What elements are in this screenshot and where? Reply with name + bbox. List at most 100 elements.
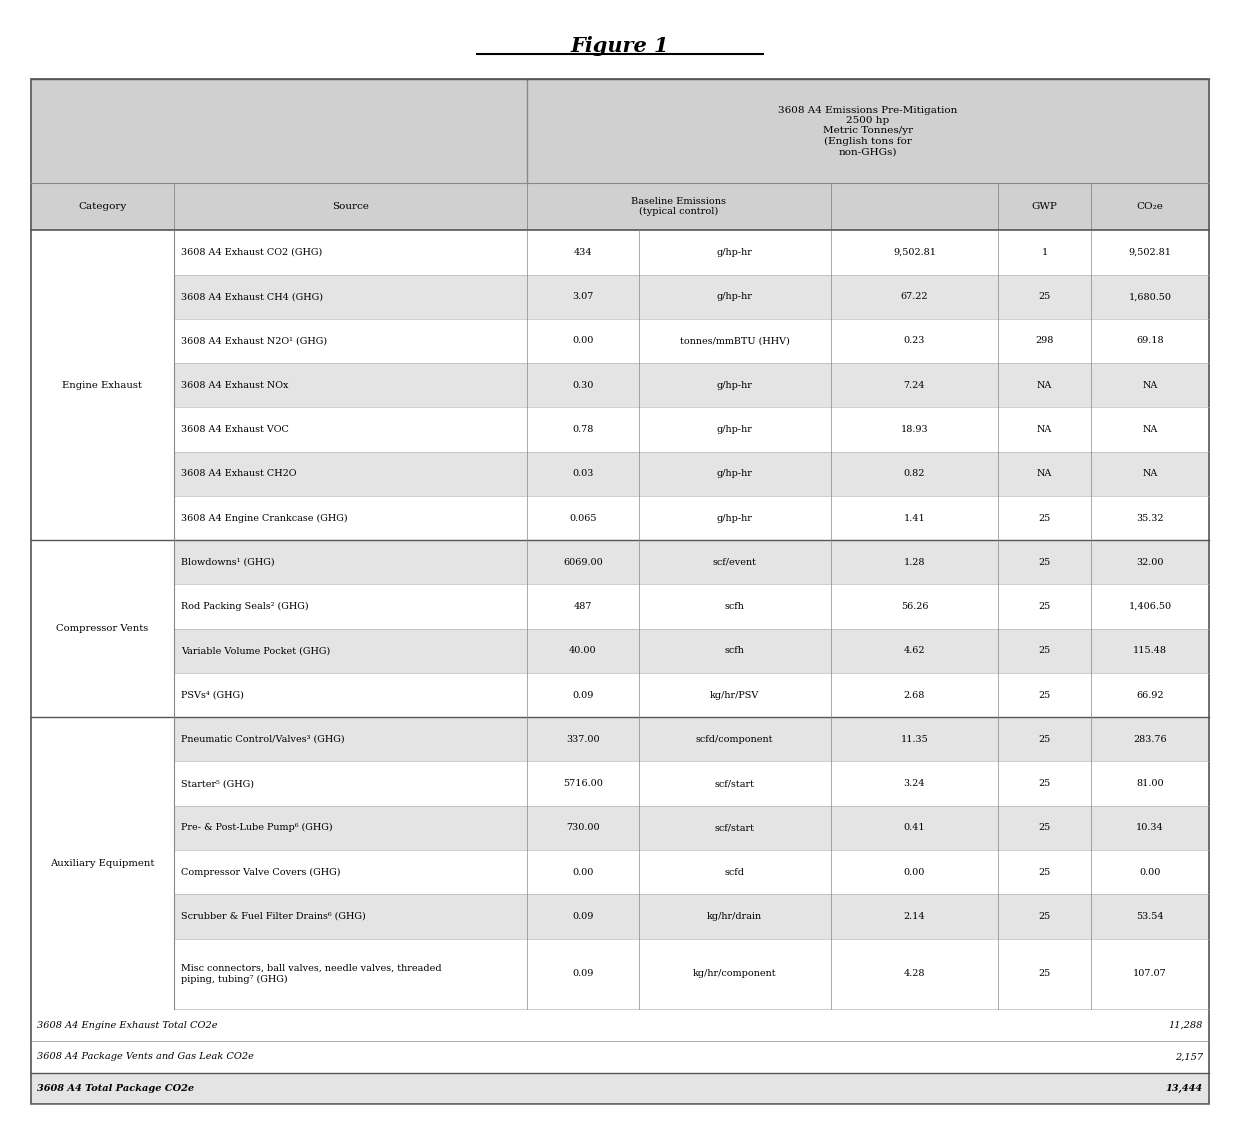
Text: NA: NA: [1142, 425, 1158, 434]
Text: 69.18: 69.18: [1136, 336, 1164, 345]
Text: g/hp-hr: g/hp-hr: [717, 380, 753, 390]
Text: 0.00: 0.00: [572, 867, 594, 876]
Text: g/hp-hr: g/hp-hr: [717, 470, 753, 479]
Text: 56.26: 56.26: [900, 602, 929, 611]
Text: 25: 25: [1039, 646, 1050, 655]
Text: CO₂e: CO₂e: [1137, 202, 1163, 211]
Text: 2,157: 2,157: [1174, 1052, 1203, 1061]
Text: 0.09: 0.09: [572, 970, 594, 979]
Text: scf/start: scf/start: [714, 779, 755, 788]
Text: 53.54: 53.54: [1136, 912, 1164, 921]
Text: Rod Packing Seals² (GHG): Rod Packing Seals² (GHG): [181, 602, 309, 611]
Text: Baseline Emissions
(typical control): Baseline Emissions (typical control): [631, 196, 727, 217]
Text: kg/hr/drain: kg/hr/drain: [707, 912, 763, 921]
Text: 11,288: 11,288: [1168, 1021, 1203, 1030]
Text: scfh: scfh: [724, 646, 745, 655]
Text: 3608 A4 Exhaust VOC: 3608 A4 Exhaust VOC: [181, 425, 289, 434]
Text: 3608 A4 Exhaust CH4 (GHG): 3608 A4 Exhaust CH4 (GHG): [181, 292, 324, 301]
Text: Compressor Vents: Compressor Vents: [56, 624, 149, 633]
Text: Category: Category: [78, 202, 126, 211]
Text: 3608 A4 Engine Crankcase (GHG): 3608 A4 Engine Crankcase (GHG): [181, 514, 347, 523]
Text: 0.09: 0.09: [572, 912, 594, 921]
Text: 0.41: 0.41: [904, 823, 925, 832]
Text: 81.00: 81.00: [1136, 779, 1164, 788]
Text: Scrubber & Fuel Filter Drains⁶ (GHG): Scrubber & Fuel Filter Drains⁶ (GHG): [181, 912, 366, 921]
Text: 0.23: 0.23: [904, 336, 925, 345]
Text: 487: 487: [574, 602, 591, 611]
Text: 0.00: 0.00: [572, 336, 594, 345]
Text: 11.35: 11.35: [900, 735, 929, 744]
Text: 0.82: 0.82: [904, 470, 925, 479]
Text: NA: NA: [1142, 380, 1158, 390]
Text: NA: NA: [1142, 470, 1158, 479]
Text: 18.93: 18.93: [900, 425, 929, 434]
Text: kg/hr/component: kg/hr/component: [693, 970, 776, 979]
Text: 1,680.50: 1,680.50: [1128, 292, 1172, 301]
Text: 32.00: 32.00: [1136, 558, 1164, 567]
Text: 25: 25: [1039, 558, 1050, 567]
Text: Pre- & Post-Lube Pump⁶ (GHG): Pre- & Post-Lube Pump⁶ (GHG): [181, 823, 332, 832]
Text: 13,444: 13,444: [1166, 1084, 1203, 1093]
Text: 107.07: 107.07: [1133, 970, 1167, 979]
Text: 4.28: 4.28: [904, 970, 925, 979]
Text: Blowdowns¹ (GHG): Blowdowns¹ (GHG): [181, 558, 275, 567]
Text: 10.34: 10.34: [1136, 823, 1164, 832]
Text: 3608 A4 Emissions Pre-Mitigation
2500 hp
Metric Tonnes/yr
(English tons for
non-: 3608 A4 Emissions Pre-Mitigation 2500 hp…: [779, 106, 957, 156]
Text: 25: 25: [1039, 912, 1050, 921]
Text: 66.92: 66.92: [1136, 691, 1164, 700]
Text: g/hp-hr: g/hp-hr: [717, 292, 753, 301]
Text: 1.41: 1.41: [904, 514, 925, 523]
Text: scfd/component: scfd/component: [696, 735, 774, 744]
Text: GWP: GWP: [1032, 202, 1058, 211]
Text: PSVs⁴ (GHG): PSVs⁴ (GHG): [181, 691, 244, 700]
Text: 3608 A4 Engine Exhaust Total CO2e: 3608 A4 Engine Exhaust Total CO2e: [37, 1021, 218, 1030]
Text: 0.00: 0.00: [1140, 867, 1161, 876]
Text: Starter⁵ (GHG): Starter⁵ (GHG): [181, 779, 254, 788]
Text: 0.09: 0.09: [572, 691, 594, 700]
Text: 4.62: 4.62: [904, 646, 925, 655]
Text: 2.68: 2.68: [904, 691, 925, 700]
Text: NA: NA: [1037, 380, 1053, 390]
Text: 67.22: 67.22: [900, 292, 929, 301]
Text: 7.24: 7.24: [904, 380, 925, 390]
Text: 3608 A4 Package Vents and Gas Leak CO2e: 3608 A4 Package Vents and Gas Leak CO2e: [37, 1052, 254, 1061]
Text: 283.76: 283.76: [1133, 735, 1167, 744]
Text: Pneumatic Control/Valves³ (GHG): Pneumatic Control/Valves³ (GHG): [181, 735, 345, 744]
Text: 3.24: 3.24: [904, 779, 925, 788]
Text: 2.14: 2.14: [904, 912, 925, 921]
Text: 0.78: 0.78: [572, 425, 594, 434]
Text: 0.00: 0.00: [904, 867, 925, 876]
Text: 9,502.81: 9,502.81: [893, 248, 936, 257]
Text: 0.065: 0.065: [569, 514, 596, 523]
Text: 3608 A4 Total Package CO2e: 3608 A4 Total Package CO2e: [37, 1084, 195, 1093]
Text: 1.28: 1.28: [904, 558, 925, 567]
Text: 3.07: 3.07: [572, 292, 594, 301]
Text: 25: 25: [1039, 602, 1050, 611]
Text: 1,406.50: 1,406.50: [1128, 602, 1172, 611]
Text: 0.03: 0.03: [572, 470, 594, 479]
Text: 115.48: 115.48: [1133, 646, 1167, 655]
Text: g/hp-hr: g/hp-hr: [717, 514, 753, 523]
Text: Variable Volume Pocket (GHG): Variable Volume Pocket (GHG): [181, 646, 330, 655]
Text: 25: 25: [1039, 867, 1050, 876]
Text: 6069.00: 6069.00: [563, 558, 603, 567]
Text: 3608 A4 Exhaust N2O¹ (GHG): 3608 A4 Exhaust N2O¹ (GHG): [181, 336, 327, 345]
Text: 25: 25: [1039, 735, 1050, 744]
Text: scf/start: scf/start: [714, 823, 755, 832]
Text: kg/hr/PSV: kg/hr/PSV: [711, 691, 759, 700]
Text: scfh: scfh: [724, 602, 745, 611]
Text: 25: 25: [1039, 970, 1050, 979]
Text: scfd: scfd: [724, 867, 745, 876]
Text: Figure 1: Figure 1: [570, 36, 670, 56]
Text: 25: 25: [1039, 691, 1050, 700]
Text: 9,502.81: 9,502.81: [1128, 248, 1172, 257]
Text: 0.30: 0.30: [572, 380, 594, 390]
Text: 25: 25: [1039, 292, 1050, 301]
Text: g/hp-hr: g/hp-hr: [717, 248, 753, 257]
Text: 298: 298: [1035, 336, 1054, 345]
Text: NA: NA: [1037, 425, 1053, 434]
Text: 25: 25: [1039, 514, 1050, 523]
Text: Compressor Valve Covers (GHG): Compressor Valve Covers (GHG): [181, 867, 341, 877]
Text: 25: 25: [1039, 823, 1050, 832]
Text: 35.32: 35.32: [1136, 514, 1164, 523]
